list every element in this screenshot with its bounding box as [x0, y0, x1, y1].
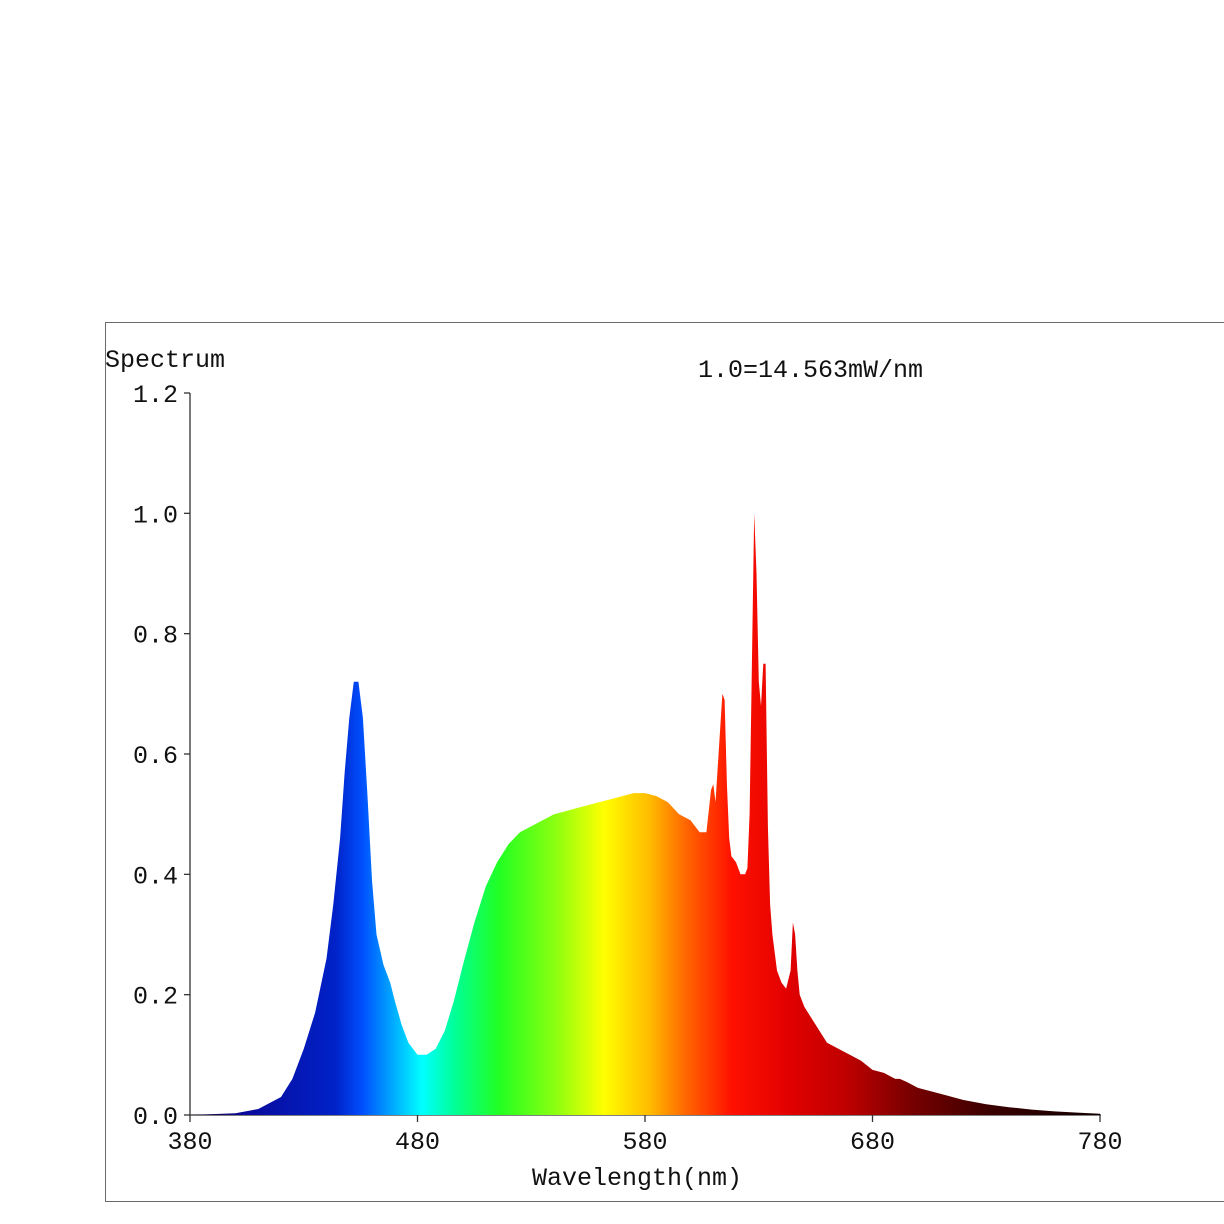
y-tick-label: 1.2	[133, 381, 178, 410]
x-tick-label: 580	[622, 1128, 667, 1157]
spectrum-area	[190, 513, 1100, 1115]
y-tick-label: 0.6	[133, 742, 178, 771]
y-tick-label: 0.8	[133, 622, 178, 651]
y-tick-label: 1.0	[133, 501, 178, 530]
y-tick-label: 0.4	[133, 862, 178, 891]
y-ticks: 0.0 0.2 0.4 0.6 0.8 1.0 1.2	[133, 381, 190, 1132]
x-tick-label: 780	[1077, 1128, 1122, 1157]
chart-frame	[105, 322, 1224, 1202]
x-tick-label: 480	[395, 1128, 440, 1157]
x-ticks: 380 480 580 680 780	[167, 1115, 1123, 1157]
x-tick-label: 680	[850, 1128, 895, 1157]
y-tick-label: 0.0	[133, 1103, 178, 1132]
x-tick-label: 380	[167, 1128, 212, 1157]
x-axis-label: Wavelength(nm)	[532, 1164, 742, 1193]
y-tick-label: 0.2	[133, 983, 178, 1012]
chart-title: Spectrum	[105, 346, 225, 375]
scale-annotation: 1.0=14.563mW/nm	[698, 356, 923, 385]
